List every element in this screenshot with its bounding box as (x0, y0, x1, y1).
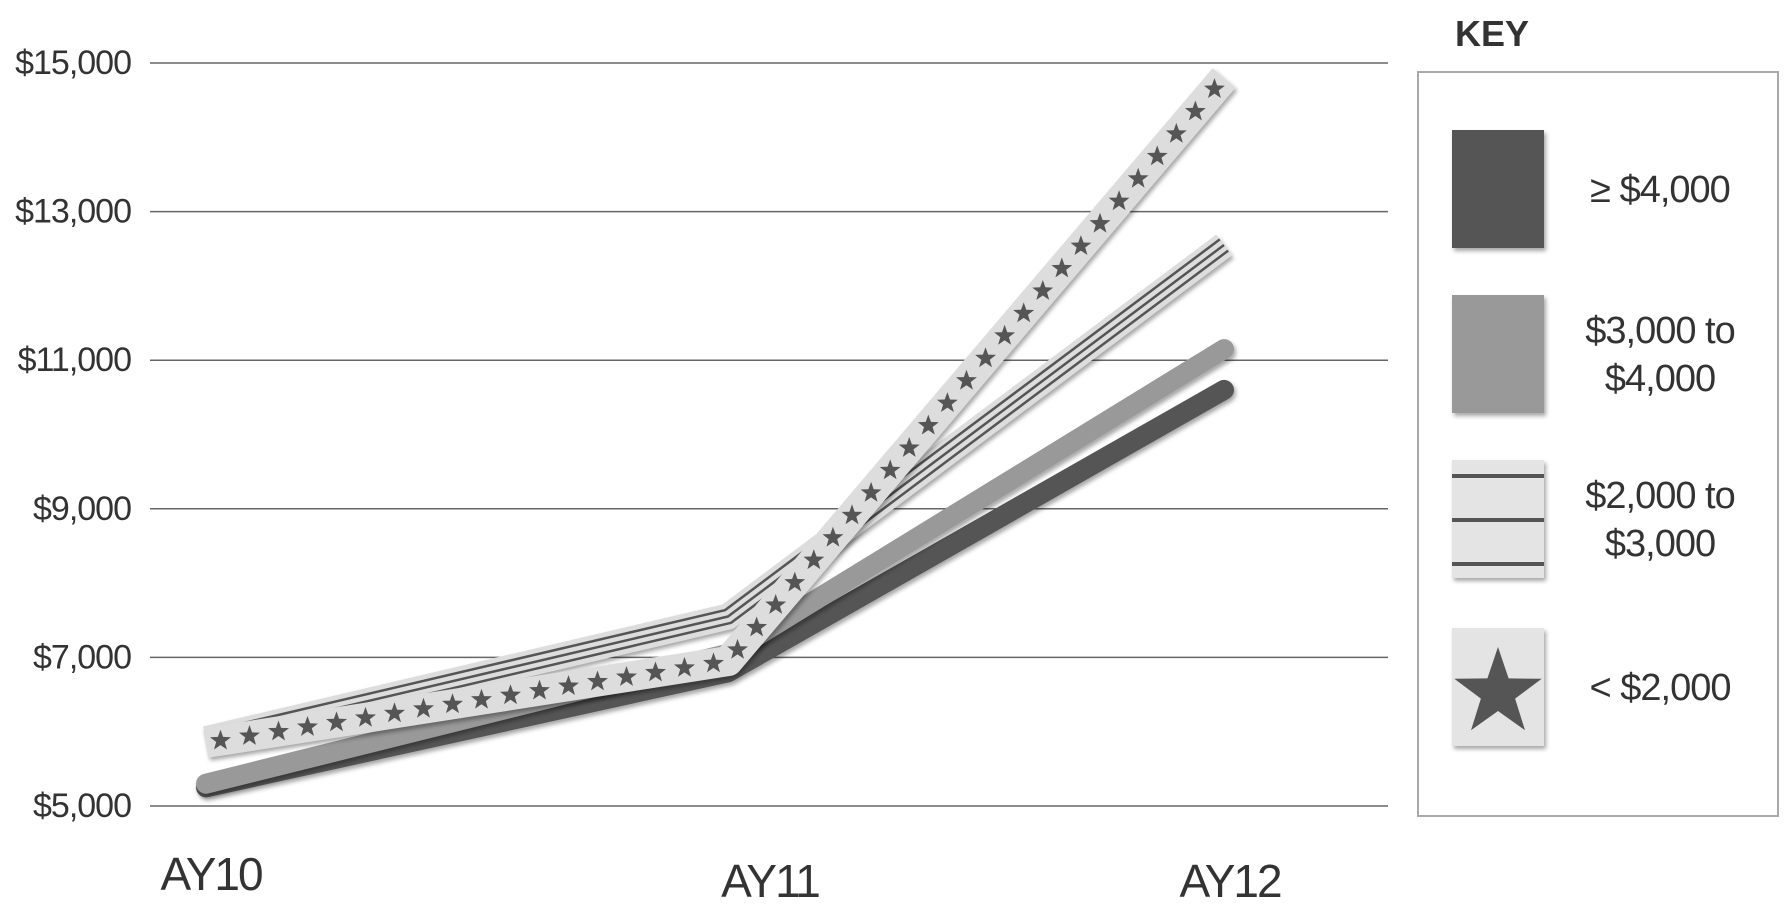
series-star-marker (500, 684, 521, 705)
series-star-marker (1108, 190, 1130, 211)
x-axis-tick-labels: AY10 AY11 AY12 (160, 848, 1283, 907)
series-star-marker (898, 437, 920, 457)
legend-swatch-stripe (1452, 474, 1544, 478)
series-star-marker (936, 392, 958, 412)
series-star-marker (616, 666, 637, 686)
series-star-marker (674, 656, 695, 677)
legend-item-lt2000: < $2,000 (1452, 628, 1731, 746)
series-star-marker (326, 711, 347, 732)
x-tick-label: AY10 (160, 848, 262, 900)
legend: KEY ≥ $4,000 $3,000 to $4,000 $2,000 to $3,0… (1417, 13, 1779, 817)
series-star-marker (558, 675, 579, 695)
series-star-marker (1051, 257, 1073, 278)
y-tick-label: $13,000 (15, 193, 131, 231)
series-star-marker (956, 369, 977, 390)
x-tick-label: AY12 (1179, 855, 1281, 907)
x-tick-label: AY11 (721, 855, 819, 907)
legend-label: ≥ $4,000 (1590, 169, 1730, 211)
series-lines (196, 68, 1236, 798)
series-star-marker (879, 459, 901, 480)
legend-item-2000to3000: $2,000 to $3,000 (1452, 460, 1736, 578)
series-star-marker (1146, 145, 1168, 166)
series-star-marker (210, 729, 231, 750)
series-star-marker (1204, 78, 1225, 98)
legend-star-icon (1454, 647, 1542, 731)
legend-title: KEY (1455, 13, 1529, 54)
y-tick-label: $7,000 (33, 638, 131, 676)
series-star-marker (239, 725, 260, 745)
series-star-marker (1070, 235, 1092, 255)
series-star-marker (384, 702, 405, 723)
legend-label: $3,000 to (1585, 310, 1734, 352)
series-star-marker (1165, 122, 1187, 143)
series-star-marker (784, 571, 806, 592)
y-tick-label: $15,000 (15, 44, 131, 82)
series-star-marker (442, 693, 463, 714)
y-axis-tick-labels: $5,000 $7,000 $9,000 $11,000 $13,000 $15,000 (15, 44, 132, 825)
y-tick-label: $9,000 (33, 490, 131, 528)
series-star-marker (1013, 302, 1035, 323)
series-star-marker (841, 504, 863, 525)
series-lt2000 (203, 68, 1236, 758)
legend-label: $4,000 (1605, 358, 1715, 400)
series-star-marker (529, 679, 550, 700)
series-star-marker (1089, 212, 1111, 233)
legend-swatch (1452, 130, 1544, 248)
legend-label: $2,000 to (1585, 475, 1734, 517)
legend-item-3000to4000: $3,000 to $4,000 (1452, 295, 1736, 413)
series-star-marker (727, 638, 748, 659)
series-star-marker (703, 652, 724, 673)
legend-items: ≥ $4,000 $3,000 to $4,000 $2,000 to $3,000 < … (1452, 130, 1736, 746)
series-star-marker (471, 688, 492, 709)
series-star-marker (994, 324, 1016, 345)
series-star-marker (975, 347, 996, 368)
legend-label: $3,000 (1605, 523, 1715, 565)
legend-swatch-stripe (1452, 518, 1544, 522)
series-star-marker (917, 414, 939, 435)
series-star-marker (645, 661, 666, 682)
series-star-marker (1184, 100, 1206, 121)
legend-item-ge4000: ≥ $4,000 (1452, 130, 1731, 248)
y-tick-label: $11,000 (18, 341, 131, 379)
series-star-marker (746, 616, 768, 637)
series-star-marker (268, 720, 289, 741)
series-star-marker (822, 526, 844, 547)
series-stripe (205, 243, 1225, 741)
series-star-marker (803, 549, 825, 570)
series-star-marker (413, 697, 434, 718)
legend-label: < $2,000 (1590, 667, 1731, 709)
series-star-marker (297, 716, 318, 736)
series-star-marker (860, 481, 882, 502)
gridlines (150, 62, 1388, 807)
series-star-marker (765, 594, 787, 614)
series-line (203, 68, 1236, 758)
y-tick-label: $5,000 (33, 787, 131, 825)
series-star-marker (587, 670, 608, 691)
legend-swatch (1452, 295, 1544, 413)
series-stripe (204, 238, 1221, 734)
legend-swatch-stripe (1452, 562, 1544, 566)
series-star-marker (355, 706, 376, 727)
series-star-marker (1032, 280, 1054, 300)
series-star-marker (1127, 167, 1149, 188)
